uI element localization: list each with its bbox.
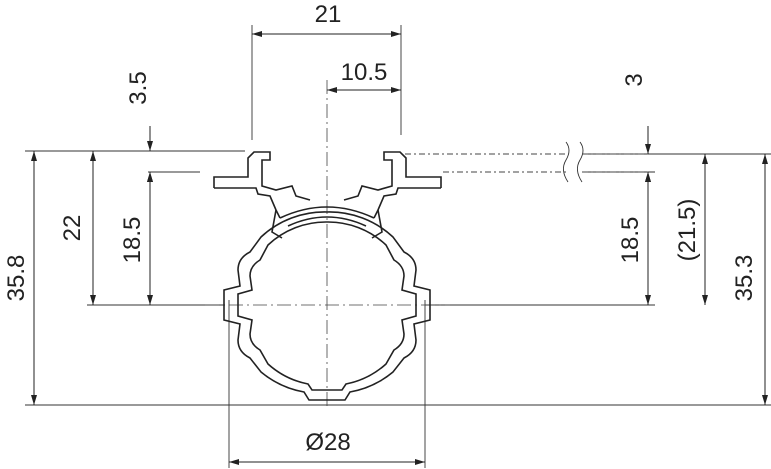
center-lines bbox=[205, 80, 450, 410]
dim-height-22: 22 bbox=[59, 215, 86, 242]
dim-diameter: Ø28 bbox=[305, 429, 350, 456]
dim-half-width: 10.5 bbox=[341, 59, 388, 86]
dim-height-35-3: 35.3 bbox=[731, 255, 758, 302]
dim-rail-thickness-left: 3.5 bbox=[125, 71, 152, 104]
dim-height-18-5-left: 18.5 bbox=[119, 217, 146, 264]
rail-profile bbox=[213, 151, 442, 227]
rail-extension bbox=[405, 141, 648, 183]
dim-rail-thickness-right: 3 bbox=[621, 73, 648, 86]
dim-height-35-8: 35.8 bbox=[3, 255, 30, 302]
tube-profile bbox=[223, 209, 431, 401]
dimension-lines bbox=[31, 31, 768, 465]
dim-width-top: 21 bbox=[315, 1, 342, 28]
dim-height-21-5-ref: (21.5) bbox=[674, 199, 701, 262]
dim-height-18-5-right: 18.5 bbox=[617, 217, 644, 264]
